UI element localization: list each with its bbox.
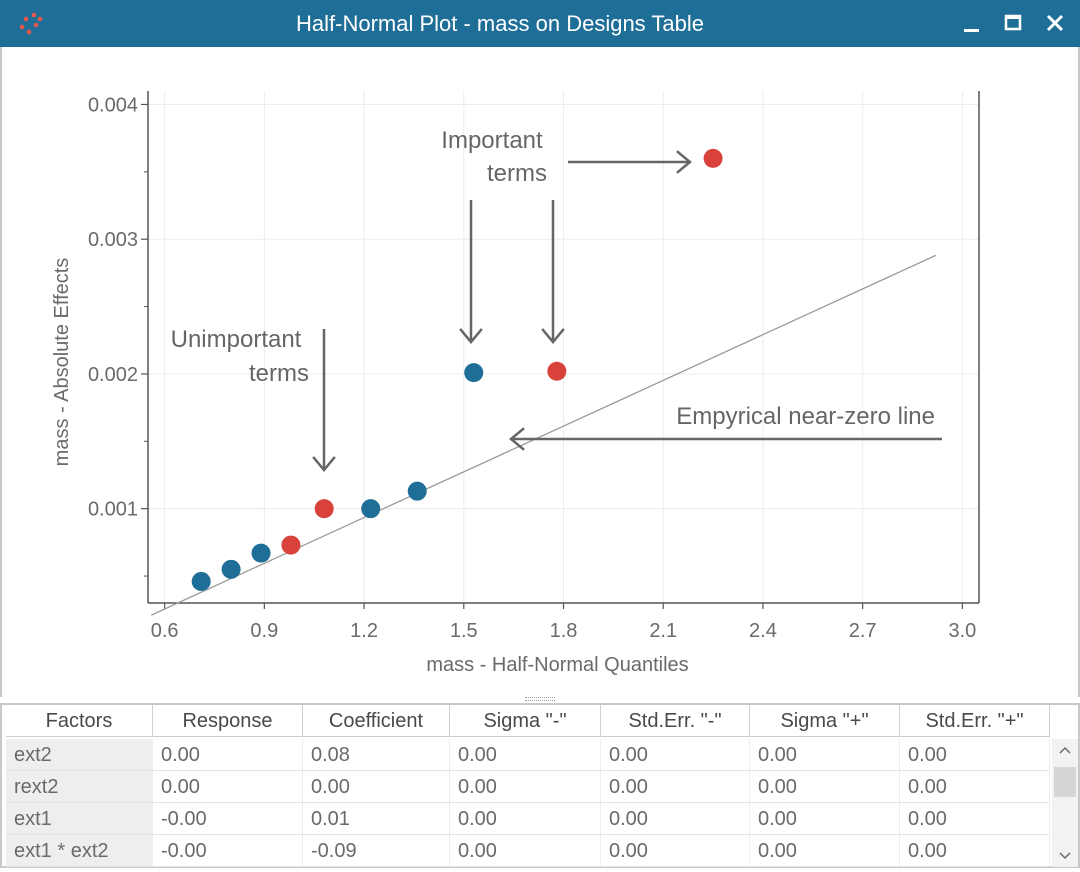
scrollbar-thumb[interactable]	[1054, 767, 1076, 797]
data-point[interactable]	[251, 543, 271, 563]
x-tick-label: 0.9	[250, 620, 278, 642]
row-factor-name[interactable]: ext2	[6, 739, 153, 771]
x-tick-label: 2.4	[749, 620, 777, 642]
minimize-button[interactable]	[956, 8, 986, 38]
panel-splitter[interactable]	[0, 697, 1080, 703]
annotation-arrow-head	[676, 150, 692, 174]
plot-panel: 0.6 0.9 1.2 1.5 1.8 2.1 2.4 2.7 3.0 0.001 0.002 0.0…	[0, 47, 1080, 697]
table-cell[interactable]: 0.00	[153, 739, 303, 771]
table-cell[interactable]: 0.00	[750, 739, 900, 771]
table-cell[interactable]: 0.01	[303, 803, 450, 835]
row-factor-name[interactable]: ext1 * ext2	[6, 835, 153, 867]
x-tick-label: 1.2	[350, 620, 378, 642]
table-cell[interactable]: 0.00	[900, 739, 1050, 771]
vertical-scrollbar[interactable]	[1052, 739, 1078, 867]
table-cell[interactable]: 0.00	[750, 803, 900, 835]
chevron-down-icon	[1059, 852, 1071, 860]
splitter-grip	[525, 697, 555, 701]
y-tick-label: 0.001	[88, 499, 138, 521]
column-header[interactable]: Coefficient	[303, 705, 450, 737]
x-tick-label: 2.1	[649, 620, 677, 642]
table-cell[interactable]: 0.00	[450, 739, 601, 771]
column-header[interactable]: Factors	[6, 705, 153, 737]
data-point[interactable]	[221, 559, 241, 579]
close-button[interactable]	[1040, 8, 1070, 38]
window-title: Half-Normal Plot - mass on Designs Table	[296, 11, 704, 36]
table-cell[interactable]: -0.00	[153, 835, 303, 867]
table-cell[interactable]: 0.00	[601, 771, 750, 803]
annotation-important-line2: terms	[487, 160, 547, 187]
column-header[interactable]: Sigma "+"	[750, 705, 900, 737]
data-point[interactable]	[191, 571, 211, 591]
data-point[interactable]	[361, 499, 381, 519]
maximize-icon	[1004, 14, 1022, 31]
table-cell[interactable]: 0.00	[303, 771, 450, 803]
column-header[interactable]: Std.Err. "-"	[601, 705, 750, 737]
data-point[interactable]	[703, 148, 723, 168]
table-cell[interactable]: -0.09	[303, 835, 450, 867]
annotation-arrow-head	[459, 328, 483, 344]
annotation-arrow-head	[541, 328, 565, 344]
data-point[interactable]	[464, 363, 484, 383]
annotation-line-label: Empyrical near-zero line	[676, 403, 935, 430]
x-tick-label: 1.5	[450, 620, 478, 642]
half-normal-chart[interactable]: 0.6 0.9 1.2 1.5 1.8 2.1 2.4 2.7 3.0 0.001 0.002 0.0…	[2, 47, 1078, 697]
table-cell[interactable]: -0.00	[153, 803, 303, 835]
maximize-button[interactable]	[998, 8, 1028, 38]
y-axis-title: mass - Absolute Effects	[51, 258, 73, 467]
annotation-arrow-head	[312, 456, 336, 472]
factors-table[interactable]: Factors Response Coefficient Sigma "-" Std.E…	[0, 703, 1080, 868]
data-point[interactable]	[281, 535, 301, 555]
x-tick-label: 3.0	[948, 620, 976, 642]
row-factor-name[interactable]: rext2	[6, 771, 153, 803]
table-cell[interactable]: 0.00	[601, 803, 750, 835]
column-header[interactable]: Response	[153, 705, 303, 737]
data-point[interactable]	[407, 481, 427, 501]
data-point[interactable]	[547, 361, 567, 381]
table-cell[interactable]: 0.00	[450, 771, 601, 803]
column-header[interactable]: Sigma "-"	[450, 705, 601, 737]
table-cell[interactable]: 0.00	[750, 835, 900, 867]
table-cell[interactable]: 0.00	[900, 803, 1050, 835]
annotation-unimportant-line2: terms	[249, 360, 309, 387]
close-icon	[1046, 14, 1064, 32]
row-factor-name[interactable]: ext1	[6, 803, 153, 835]
y-tick-label: 0.003	[88, 229, 138, 251]
table-cell[interactable]: 0.08	[303, 739, 450, 771]
x-axis-title: mass - Half-Normal Quantiles	[426, 654, 688, 676]
annotation-arrow-head	[509, 427, 525, 451]
x-tick-label: 2.7	[849, 620, 877, 642]
table-cell[interactable]: 0.00	[601, 739, 750, 771]
window-titlebar[interactable]: Half-Normal Plot - mass on Designs Table	[0, 0, 1080, 47]
table-cell[interactable]: 0.00	[450, 835, 601, 867]
minimize-icon	[964, 29, 979, 32]
y-tick-label: 0.004	[88, 94, 138, 116]
x-tick-label: 0.6	[151, 620, 179, 642]
app-logo-icon	[19, 12, 43, 35]
annotation-important-line1: Important	[441, 127, 543, 154]
near-zero-line	[151, 254, 937, 616]
scroll-up-button[interactable]	[1052, 739, 1078, 761]
table-cell[interactable]: 0.00	[750, 771, 900, 803]
x-tick-label: 1.8	[550, 620, 578, 642]
column-header[interactable]: Std.Err. "+"	[900, 705, 1050, 737]
scroll-down-button[interactable]	[1052, 845, 1078, 867]
table-cell[interactable]: 0.00	[153, 771, 303, 803]
y-tick-label: 0.002	[88, 364, 138, 386]
table-cell[interactable]: 0.00	[601, 835, 750, 867]
table-cell[interactable]: 0.00	[900, 835, 1050, 867]
annotation-unimportant-line1: Unimportant	[171, 326, 302, 353]
chevron-up-icon	[1059, 746, 1071, 754]
table-cell[interactable]: 0.00	[900, 771, 1050, 803]
data-point[interactable]	[314, 499, 334, 519]
table-cell[interactable]: 0.00	[450, 803, 601, 835]
